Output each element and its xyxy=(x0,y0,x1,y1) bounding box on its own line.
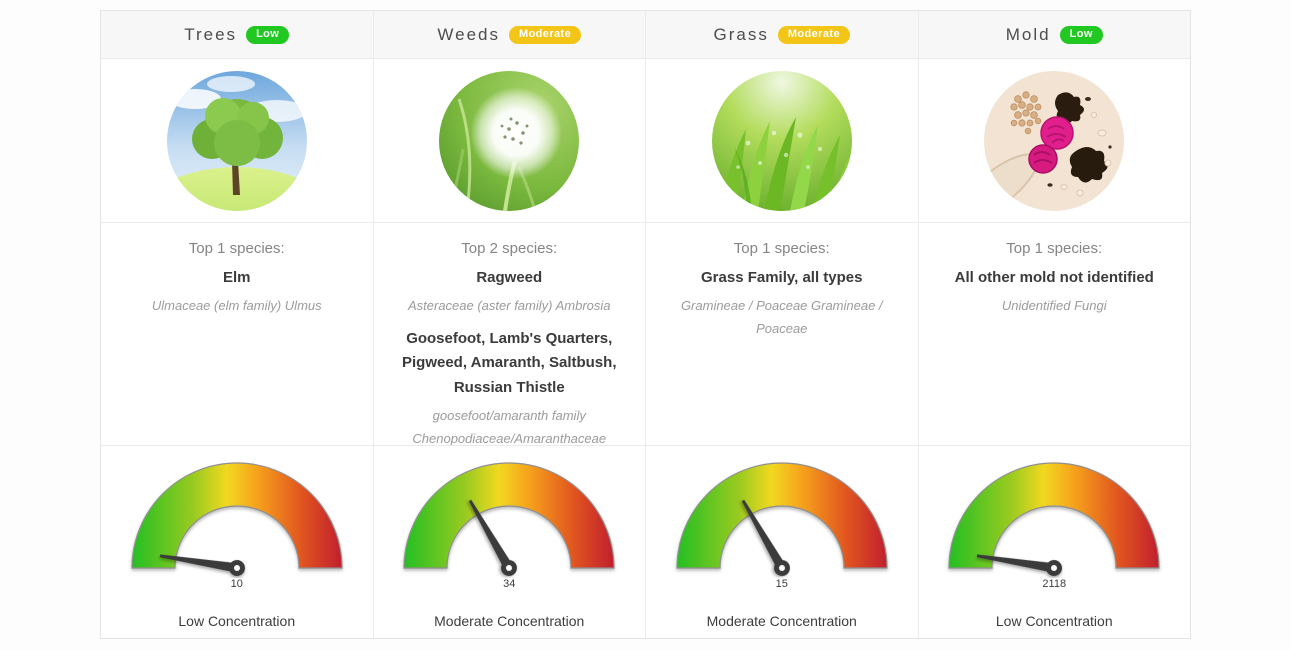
column-grass: Grass Moderate xyxy=(646,11,919,638)
species-name: Elm xyxy=(222,269,251,286)
grass-title: Grass xyxy=(713,24,769,44)
mold-gauge-cell: 2118 Low Concentration xyxy=(919,446,1191,638)
weeds-header: Weeds Moderate xyxy=(373,11,645,59)
species-latin: goosefoot/amaranth family Chenopodiaceae… xyxy=(412,407,607,446)
gauge-needle xyxy=(159,554,245,576)
mold-gauge xyxy=(948,462,1160,576)
grass-gauge xyxy=(676,462,888,576)
species-name: All other mold not identified xyxy=(954,269,1154,286)
species-name: Ragweed xyxy=(476,269,543,286)
weeds-image xyxy=(439,70,580,211)
species-list: Grass Family, all types Gramineae / Poace… xyxy=(658,266,906,340)
species-latin: Asteraceae (aster family) Ambrosia xyxy=(407,297,611,313)
trees-image-cell xyxy=(101,59,373,223)
gauge-value: 10 xyxy=(230,578,243,590)
column-mold: Mold Low xyxy=(918,11,1191,638)
species-heading: Top 1 species: xyxy=(188,240,285,257)
mold-species-cell: Top 1 species: All other mold not identi… xyxy=(918,223,1190,446)
species-heading: Top 1 species: xyxy=(733,240,830,257)
grass-header: Grass Moderate xyxy=(646,11,918,59)
species-list: Ragweed Asteraceae (aster family) Ambrosi… xyxy=(386,266,634,446)
weeds-gauge-cell: 34 Moderate Concentration xyxy=(374,446,646,638)
mold-header: Mold Low xyxy=(918,11,1190,59)
species-heading: Top 2 species: xyxy=(461,240,558,257)
species-heading: Top 1 species: xyxy=(1006,240,1103,257)
gauge-value: 2118 xyxy=(1042,578,1067,590)
trees-image xyxy=(166,70,307,211)
mold-image-cell xyxy=(918,59,1190,223)
weeds-level-badge: Moderate xyxy=(509,25,582,44)
weeds-species-cell: Top 2 species: Ragweed Asteraceae (aster … xyxy=(373,223,645,446)
gauge-label: Moderate Concentration xyxy=(434,613,585,629)
gauge-label: Moderate Concentration xyxy=(706,613,857,629)
grass-image xyxy=(711,70,852,211)
gauge-label: Low Concentration xyxy=(995,613,1113,629)
species-list: All other mold not identified Unidentifie… xyxy=(931,266,1179,318)
grass-gauge-cell: 15 Moderate Concentration xyxy=(646,446,918,638)
mold-title: Mold xyxy=(1005,24,1051,44)
trees-gauge xyxy=(131,462,343,576)
species-latin: Ulmaceae (elm family) Ulmus xyxy=(151,297,322,313)
species-latin: Unidentified Fungi xyxy=(1001,297,1107,313)
grass-species-cell: Top 1 species: Grass Family, all types Gr… xyxy=(646,223,918,446)
trees-level-badge: Low xyxy=(246,25,290,44)
species-name: Goosefoot, Lamb's Quarters, Pigweed, Ama… xyxy=(402,329,617,397)
trees-species-cell: Top 1 species: Elm Ulmaceae (elm family) … xyxy=(101,223,373,446)
weeds-title: Weeds xyxy=(437,24,500,44)
gauge-value: 34 xyxy=(503,578,516,590)
mold-level-badge: Low xyxy=(1059,25,1103,44)
column-trees: Trees Low xyxy=(101,11,374,638)
pollen-dashboard: Trees Low xyxy=(100,10,1191,639)
weeds-gauge xyxy=(403,462,615,576)
gauge-value: 15 xyxy=(775,578,788,590)
grass-level-badge: Moderate xyxy=(777,25,850,44)
mold-image xyxy=(984,70,1125,211)
trees-title: Trees xyxy=(184,24,238,44)
gauge-needle xyxy=(741,499,790,576)
weeds-image-cell xyxy=(373,59,645,223)
species-latin: Gramineae / Poaceae Gramineae / Poaceae xyxy=(680,297,883,336)
gauge-label: Low Concentration xyxy=(178,613,296,629)
trees-gauge-cell: 10 Low Concentration xyxy=(101,446,373,638)
species-name: Grass Family, all types xyxy=(701,269,863,286)
grass-image-cell xyxy=(646,59,918,223)
gauge-needle xyxy=(469,499,518,576)
column-weeds: Weeds Moderate xyxy=(373,11,646,638)
gauge-needle xyxy=(976,554,1063,576)
trees-header: Trees Low xyxy=(101,11,373,59)
species-list: Elm Ulmaceae (elm family) Ulmus xyxy=(113,266,361,318)
